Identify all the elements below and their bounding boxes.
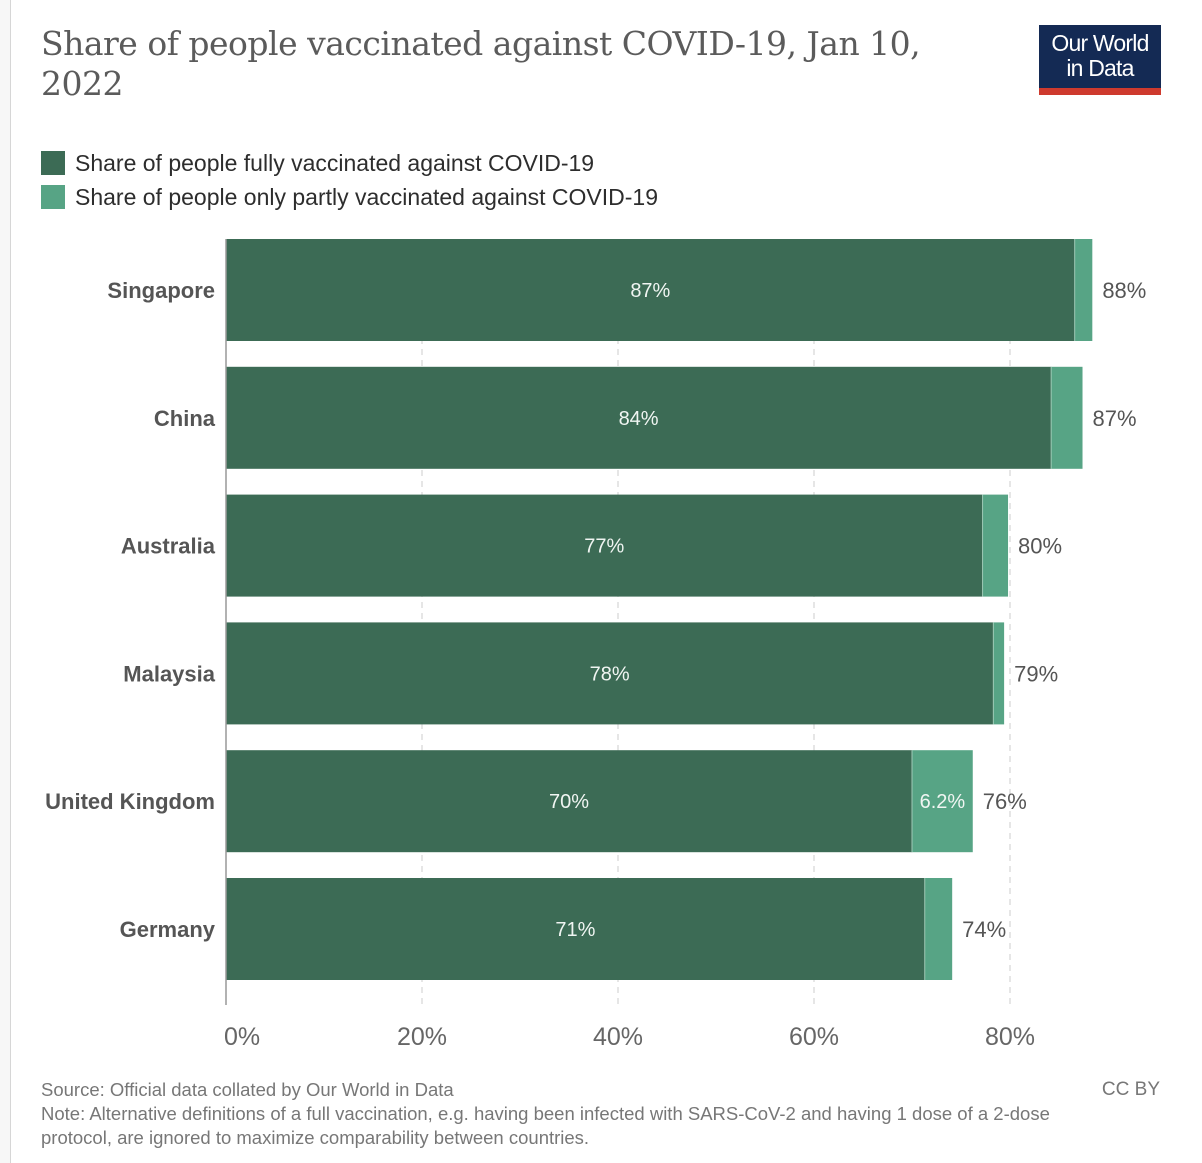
x-tick-label: 80% [985, 1023, 1035, 1051]
bar-total-label: 88% [1102, 278, 1146, 303]
x-tick-label: 0% [224, 1023, 260, 1051]
bar-chart: Singapore 87% 88% China 84% 87% Australia 77% 80… [45, 239, 1146, 1051]
bar-partly-vaccinated [912, 750, 973, 853]
x-axis: 0% 20% 40% 60% 80% [224, 239, 1035, 1051]
legend-label-fully: Share of people fully vaccinated against… [75, 149, 595, 176]
legend-item-partly[interactable]: Share of people only partly vaccinated a… [41, 180, 658, 214]
bar-fully-vaccinated [226, 366, 1052, 469]
bar-fully-vaccinated [226, 494, 983, 597]
bar-value-label: 87% [630, 280, 670, 302]
gridlines [421, 239, 1011, 1005]
bars: Singapore 87% 88% China 84% 87% Australia 77% 80… [45, 239, 1146, 980]
bar-value-label: 70% [549, 791, 589, 813]
bar-value-label: 78% [590, 663, 630, 685]
legend-label-partly: Share of people only partly vaccinated a… [75, 183, 658, 210]
methodology-note: Note: Alternative definitions of a full … [41, 1103, 1050, 1148]
footer: Source: Official data collated by Our Wo… [41, 1078, 1051, 1150]
category-label: Singapore [107, 278, 215, 303]
bar-value-label: 84% [619, 408, 659, 430]
bar-fully-vaccinated [226, 239, 1075, 341]
bar-partly-vaccinated [1074, 239, 1093, 341]
license-link[interactable]: CC BY [1101, 1079, 1160, 1100]
x-tick-label: 40% [593, 1023, 643, 1051]
category-label: Australia [121, 534, 216, 559]
bar-fully-vaccinated [226, 622, 994, 725]
bar-total-label: 79% [1014, 661, 1058, 686]
legend-swatch-partly [41, 185, 65, 209]
bar-value-label: 71% [555, 919, 595, 941]
x-tick-label: 20% [397, 1023, 447, 1051]
bar-value-label: 6.2% [920, 791, 966, 813]
bar-fully-vaccinated [226, 750, 912, 853]
legend: Share of people fully vaccinated against… [41, 146, 658, 214]
page-edge [0, 0, 11, 1163]
bar-total-label: 74% [962, 917, 1006, 942]
bar-fully-vaccinated [226, 878, 925, 980]
category-label: Germany [120, 917, 216, 942]
legend-swatch-fully [41, 151, 65, 175]
category-label: Malaysia [123, 661, 215, 686]
owid-logo[interactable]: Our World in Data [1039, 25, 1161, 95]
bar-total-label: 76% [983, 789, 1027, 814]
bar-partly-vaccinated [993, 622, 1005, 725]
logo-accent-bar [1039, 88, 1161, 95]
legend-item-fully[interactable]: Share of people fully vaccinated against… [41, 146, 658, 180]
bar-value-label: 77% [584, 536, 624, 558]
source-note: Source: Official data collated by Our Wo… [41, 1079, 454, 1100]
chart-title: Share of people vaccinated against COVID… [41, 24, 921, 103]
category-label: United Kingdom [45, 789, 215, 814]
logo-line-1: Our World [1051, 30, 1149, 56]
bar-partly-vaccinated [982, 494, 1009, 597]
logo-line-2: in Data [1066, 55, 1134, 81]
bar-partly-vaccinated [1051, 366, 1083, 469]
bar-total-label: 87% [1093, 406, 1137, 431]
x-tick-label: 60% [789, 1023, 839, 1051]
category-label: China [154, 406, 216, 431]
bar-partly-vaccinated [924, 878, 953, 980]
bar-total-label: 80% [1018, 534, 1062, 559]
